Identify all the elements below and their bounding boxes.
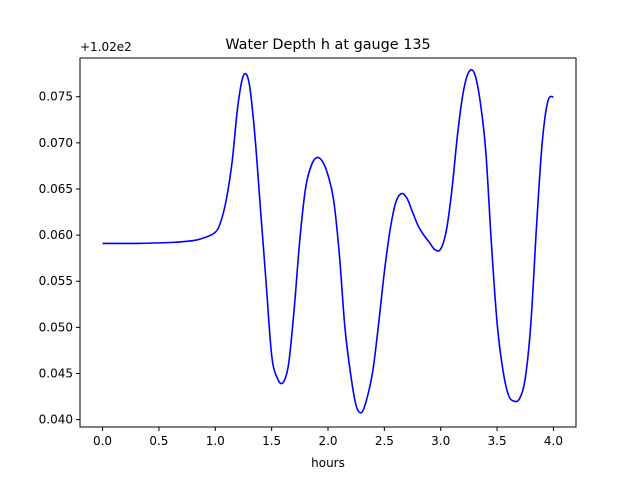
plot-area	[102, 68, 554, 414]
y-tick-label: 0.070	[39, 136, 73, 150]
y-tick-label: 0.040	[39, 413, 73, 427]
x-tick-label: 1.0	[206, 434, 225, 448]
y-axis: 0.040 0.045 0.050 0.055 0.060 0.065 0.070 0.075	[39, 90, 80, 427]
y-tick-label: 0.060	[39, 228, 73, 242]
x-tick-label: 0.0	[93, 434, 112, 448]
x-tick-label: 1.5	[262, 434, 281, 448]
series-line-0	[102, 68, 554, 414]
x-tick-label: 3.0	[431, 434, 450, 448]
y-tick-label: 0.065	[39, 182, 73, 196]
y-tick-label: 0.055	[39, 274, 73, 288]
y-tick-label: 0.050	[39, 320, 73, 334]
x-tick-label: 3.5	[488, 434, 507, 448]
y-offset-label: +1.02e2	[80, 40, 132, 54]
chart-title: Water Depth h at gauge 135	[225, 37, 430, 53]
x-tick-label: 0.5	[149, 434, 168, 448]
x-axis: 0.0 0.5 1.0 1.5 2.0 2.5 3.0 3.5 4.0	[93, 427, 563, 448]
x-axis-label: hours	[311, 456, 345, 470]
y-tick-label: 0.045	[39, 366, 73, 380]
x-tick-label: 2.5	[375, 434, 394, 448]
x-tick-label: 4.0	[544, 434, 563, 448]
y-tick-label: 0.075	[39, 90, 73, 104]
x-tick-label: 2.0	[318, 434, 337, 448]
